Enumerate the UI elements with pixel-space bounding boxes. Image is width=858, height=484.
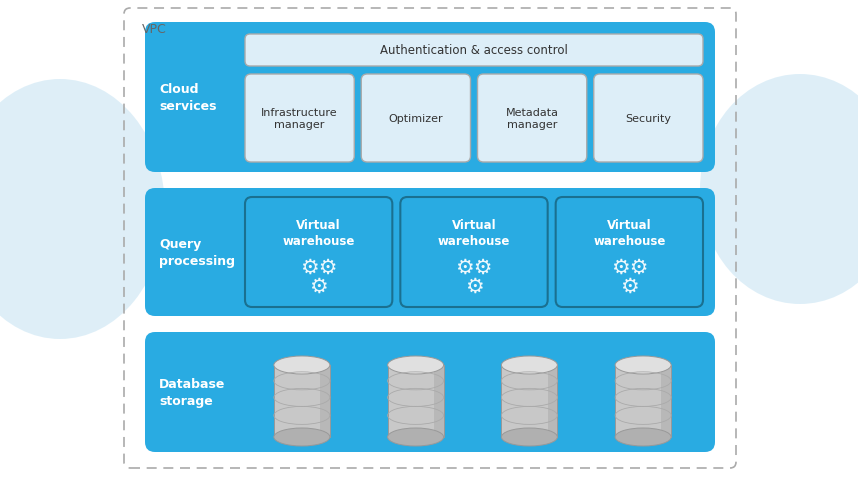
- Text: Virtual
warehouse: Virtual warehouse: [593, 218, 666, 247]
- FancyBboxPatch shape: [401, 197, 547, 307]
- FancyBboxPatch shape: [478, 75, 587, 163]
- Text: Database
storage: Database storage: [159, 377, 226, 407]
- Text: Authentication & access control: Authentication & access control: [380, 45, 568, 58]
- Ellipse shape: [274, 428, 329, 446]
- FancyBboxPatch shape: [556, 197, 703, 307]
- Ellipse shape: [615, 356, 671, 374]
- FancyBboxPatch shape: [245, 197, 392, 307]
- Text: Security: Security: [625, 114, 671, 124]
- Text: ⚙⚙
⚙: ⚙⚙ ⚙: [611, 257, 648, 296]
- Ellipse shape: [615, 428, 671, 446]
- Text: Virtual
warehouse: Virtual warehouse: [282, 218, 355, 247]
- Ellipse shape: [501, 356, 558, 374]
- FancyBboxPatch shape: [245, 75, 354, 163]
- Ellipse shape: [388, 356, 444, 374]
- Ellipse shape: [0, 80, 165, 339]
- FancyBboxPatch shape: [145, 189, 715, 317]
- FancyBboxPatch shape: [361, 75, 470, 163]
- FancyBboxPatch shape: [594, 75, 703, 163]
- Polygon shape: [501, 365, 558, 437]
- Ellipse shape: [501, 428, 558, 446]
- Polygon shape: [388, 365, 444, 437]
- Polygon shape: [662, 365, 671, 437]
- FancyBboxPatch shape: [145, 333, 715, 452]
- Text: Virtual
warehouse: Virtual warehouse: [438, 218, 511, 247]
- Polygon shape: [434, 365, 444, 437]
- Text: Cloud
services: Cloud services: [159, 83, 216, 113]
- Ellipse shape: [274, 356, 329, 374]
- FancyBboxPatch shape: [245, 35, 703, 67]
- Ellipse shape: [700, 75, 858, 304]
- Text: Metadata
manager: Metadata manager: [505, 107, 559, 130]
- Ellipse shape: [388, 428, 444, 446]
- FancyBboxPatch shape: [145, 23, 715, 173]
- Polygon shape: [274, 365, 329, 437]
- Text: ⚙⚙
⚙: ⚙⚙ ⚙: [300, 257, 337, 296]
- Polygon shape: [615, 365, 671, 437]
- Text: Infrastructure
manager: Infrastructure manager: [262, 107, 338, 130]
- Text: Optimizer: Optimizer: [389, 114, 444, 124]
- Polygon shape: [547, 365, 558, 437]
- Text: ⚙⚙
⚙: ⚙⚙ ⚙: [456, 257, 492, 296]
- Text: VPC: VPC: [142, 23, 166, 36]
- Polygon shape: [320, 365, 329, 437]
- Text: Query
processing: Query processing: [159, 238, 235, 268]
